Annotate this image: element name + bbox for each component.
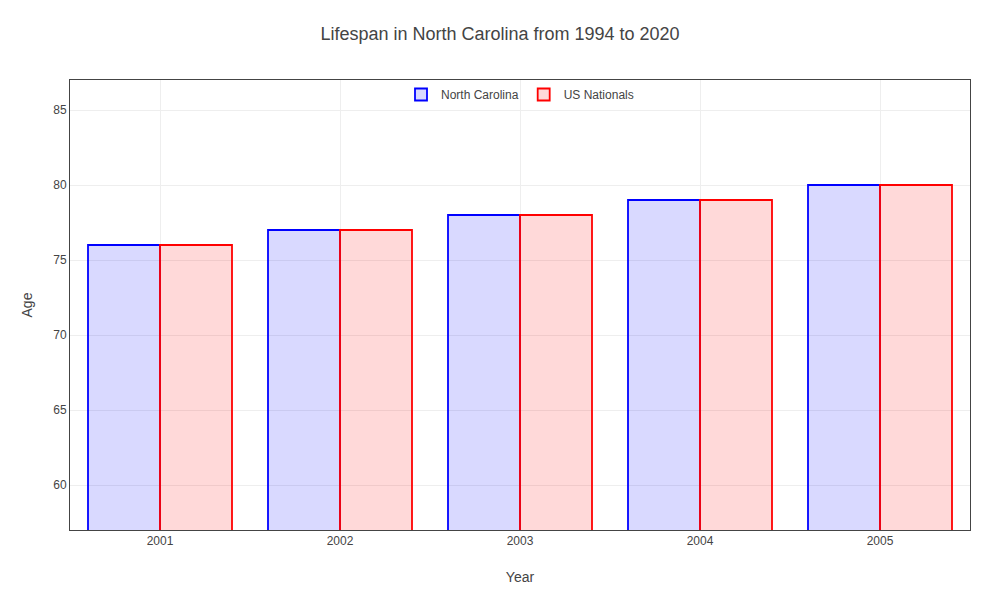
svg-text:85: 85 xyxy=(53,103,67,117)
svg-text:2004: 2004 xyxy=(687,534,714,548)
svg-text:2003: 2003 xyxy=(507,534,534,548)
svg-text:80: 80 xyxy=(53,178,67,192)
svg-text:2005: 2005 xyxy=(867,534,894,548)
svg-text:Age: Age xyxy=(19,292,35,317)
svg-text:US Nationals: US Nationals xyxy=(564,88,634,102)
svg-text:60: 60 xyxy=(53,478,67,492)
svg-text:2001: 2001 xyxy=(147,534,174,548)
svg-text:70: 70 xyxy=(53,328,67,342)
svg-text:Lifespan in North Carolina fro: Lifespan in North Carolina from 1994 to … xyxy=(320,24,679,44)
svg-text:North Carolina: North Carolina xyxy=(441,88,519,102)
svg-text:65: 65 xyxy=(53,403,67,417)
svg-text:Year: Year xyxy=(506,569,535,585)
svg-text:2002: 2002 xyxy=(327,534,354,548)
svg-text:75: 75 xyxy=(53,253,67,267)
